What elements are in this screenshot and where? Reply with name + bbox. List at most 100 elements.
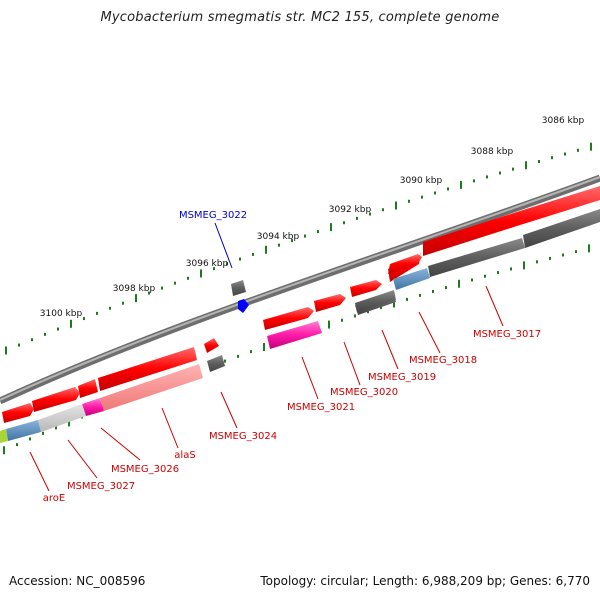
scale-tick xyxy=(16,443,18,447)
gene-track-reverse xyxy=(0,209,600,443)
gene-msmeg-3024[interactable] xyxy=(204,338,219,353)
gene-msmeg-3019[interactable] xyxy=(350,280,382,297)
segment-salmon-alas[interactable] xyxy=(100,364,203,411)
gene-msmeg-3018-body[interactable] xyxy=(388,254,422,274)
scale-tick xyxy=(174,281,176,285)
scale-tick xyxy=(458,279,460,288)
segment-steel-aroe[interactable] xyxy=(6,420,41,441)
gene-msmeg-3027[interactable] xyxy=(32,387,80,412)
scale-tick-label: 3086 kbp xyxy=(542,116,585,126)
segment-pink-3021[interactable] xyxy=(267,321,322,349)
scale-tick xyxy=(551,156,553,160)
segment-dark-3017[interactable] xyxy=(428,238,525,277)
gene-labels: 3086 kbp 3088 kbp 3090 kbp 3092 kbp 3094 kbp… xyxy=(40,116,585,504)
segment-pink-3026[interactable] xyxy=(82,398,104,416)
scale-tick xyxy=(473,179,475,183)
scale-tick xyxy=(42,431,44,435)
scale-tick-label: 3094 kbp xyxy=(257,232,300,242)
segment-dark-3024[interactable] xyxy=(207,355,225,372)
scale-tick-label: 3096 kbp xyxy=(186,259,229,269)
scale-tick xyxy=(213,267,215,271)
leader-line xyxy=(161,407,179,449)
scale-tick xyxy=(471,278,473,282)
scale-tick xyxy=(3,446,5,455)
segment-lime-edge[interactable] xyxy=(0,429,8,443)
gene-msmeg-3026[interactable] xyxy=(78,379,98,398)
scale-tick xyxy=(369,212,371,216)
accession-text: Accession: NC_008596 xyxy=(9,574,146,588)
scale-tick xyxy=(291,239,293,243)
scale-tick xyxy=(161,286,163,290)
scale-tick xyxy=(354,314,356,318)
segment-light-3027[interactable] xyxy=(38,404,86,432)
gene-label[interactable]: aroE xyxy=(43,493,65,504)
gene-label[interactable]: MSMEG_3024 xyxy=(209,431,277,442)
scale-tick xyxy=(564,152,566,156)
scale-outer xyxy=(5,142,592,355)
gene-msmeg-3021[interactable] xyxy=(263,307,314,330)
scale-tick-label: 3098 kbp xyxy=(113,284,156,294)
scale-inner xyxy=(3,244,590,455)
genome-backbone-highlight xyxy=(0,176,600,401)
scale-tick xyxy=(367,310,369,314)
segment-steel-3018[interactable] xyxy=(393,268,430,290)
gene-label[interactable]: MSMEG_3027 xyxy=(67,481,135,492)
gene-aroe[interactable] xyxy=(2,403,34,423)
segment-dark-3022[interactable] xyxy=(231,280,246,296)
gene-msmeg-3022-arrow[interactable] xyxy=(238,299,249,313)
map-title: Mycobacterium smegmatis str. MC2 155, co… xyxy=(100,10,500,25)
scale-tick xyxy=(44,332,46,336)
gene-label[interactable]: alaS xyxy=(174,450,195,461)
gene-label[interactable]: MSMEG_3021 xyxy=(287,402,355,413)
scale-tick xyxy=(445,286,447,290)
scale-tick xyxy=(434,191,436,195)
segment-dark-3020[interactable] xyxy=(355,290,396,312)
scale-tick xyxy=(237,354,239,358)
scale-tick xyxy=(148,291,150,295)
gene-msmeg-3017[interactable] xyxy=(423,186,600,256)
scale-tick xyxy=(96,311,98,315)
scale-tick xyxy=(68,418,70,427)
gene-label[interactable]: MSMEG_3020 xyxy=(330,387,398,398)
scale-tick xyxy=(187,276,189,280)
gene-track-forward xyxy=(2,186,600,423)
gene-label[interactable]: MSMEG_3017 xyxy=(473,329,541,340)
scale-tick xyxy=(109,306,111,310)
scale-tick-label: 3090 kbp xyxy=(400,176,443,186)
gene-label[interactable]: MSMEG_3022 xyxy=(179,210,247,221)
gene-label[interactable]: MSMEG_3018 xyxy=(409,355,477,366)
label-leaders xyxy=(29,222,504,492)
leader-line xyxy=(67,439,98,479)
scale-tick xyxy=(460,180,462,189)
scale-tick xyxy=(421,195,423,199)
gene-msmeg-3020[interactable] xyxy=(314,294,346,312)
scale-tick xyxy=(226,262,228,266)
scale-tick xyxy=(304,234,306,238)
scale-tick xyxy=(356,216,358,220)
scale-tick-label: 3100 kbp xyxy=(40,309,83,319)
scale-tick xyxy=(523,261,525,270)
scale-tick xyxy=(278,243,280,247)
scale-tick xyxy=(18,343,20,347)
scale-tick xyxy=(549,256,551,260)
scale-tick xyxy=(135,294,137,303)
leader-line xyxy=(220,391,238,429)
scale-tick xyxy=(224,359,226,363)
leader-line xyxy=(381,329,399,370)
scale-tick xyxy=(577,148,579,152)
scale-tick xyxy=(512,167,514,171)
scale-tick xyxy=(57,327,59,331)
segment-dark-right[interactable] xyxy=(523,209,600,248)
scale-tick xyxy=(70,319,72,328)
scale-tick xyxy=(252,252,254,256)
scale-tick xyxy=(536,260,538,264)
gene-label[interactable]: MSMEG_3019 xyxy=(368,372,436,383)
scale-tick xyxy=(538,159,540,163)
scale-tick xyxy=(590,142,592,151)
gene-alas[interactable] xyxy=(98,347,197,391)
gene-label[interactable]: MSMEG_3026 xyxy=(111,464,179,475)
scale-tick xyxy=(486,175,488,179)
scale-tick-label: 3088 kbp xyxy=(471,147,514,157)
leader-line xyxy=(214,222,233,269)
